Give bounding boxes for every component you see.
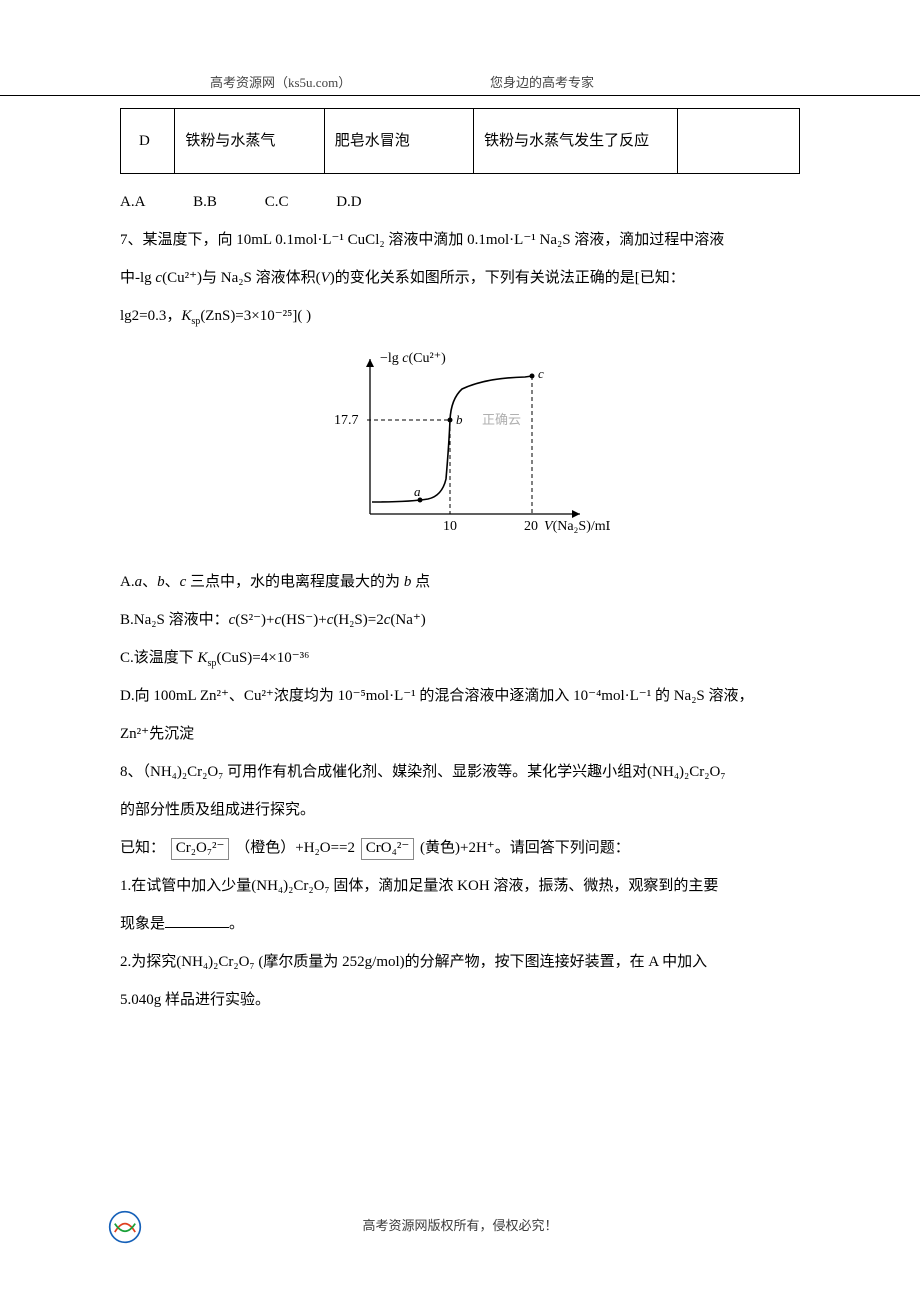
cell-blank [677, 109, 799, 174]
text: 、 [165, 574, 180, 590]
text: 点 [411, 574, 430, 590]
q7-line1: 7、某温度下，向 10mL 0.1mol·L⁻¹ CuCl₂ 溶液中滴加 0.1… [120, 222, 800, 258]
text: 。 [229, 916, 244, 932]
text: (Na⁺) [390, 612, 425, 628]
q8-1b: 现象是 。 [120, 906, 800, 942]
text: 三点中，水的电离程度最大的为 [186, 574, 404, 590]
var: a [135, 574, 143, 590]
text: (黄色)+2H⁺。请回答下列问题： [420, 840, 630, 856]
svg-text:V(Na₂S)/mL: V(Na₂S)/mL [544, 519, 610, 534]
text: (ZnS)=3×10⁻²⁵]( ) [200, 308, 311, 324]
option-d: D.D [336, 184, 361, 220]
text: 中-lg [120, 270, 155, 286]
text: A. [120, 574, 135, 590]
text: (CuS)=4×10⁻³⁶ [216, 650, 309, 666]
q7-line2: 中-lg c(Cu²⁺)与 Na₂S 溶液体积(V)的变化关系如图所示，下列有关… [120, 260, 800, 296]
cell-conclusion: 铁粉与水蒸气发生了反应 [474, 109, 678, 174]
page-header: 高考资源网（ks5u.com） 您身边的高考专家 [0, 0, 920, 96]
text: (H₂S)=2 [333, 612, 383, 628]
q8-line2: 的部分性质及组成进行探究。 [120, 792, 800, 828]
sub-sp: sp [191, 316, 200, 327]
svg-text:a: a [414, 484, 421, 499]
header-site: 高考资源网（ks5u.com） [210, 72, 351, 91]
q8-1a: 1.在试管中加入少量(NH₄)₂Cr₂O₇ 固体，滴加足量浓 KOH 溶液，振荡… [120, 868, 800, 904]
option-c: C.C [265, 184, 289, 220]
text: (Cu²⁺)与 Na₂S 溶液体积( [162, 270, 320, 286]
text: lg2=0.3， [120, 308, 181, 324]
q7-opt-b: B.Na₂S 溶液中：c(S²⁻)+c(HS⁻)+c(H₂S)=2c(Na⁺) [120, 602, 800, 638]
q7-opt-a: A.a、b、c 三点中，水的电离程度最大的为 b 点 [120, 564, 800, 600]
q7-line3: lg2=0.3，Ksp(ZnS)=3×10⁻²⁵]( ) [120, 298, 800, 334]
svg-text:−lg c(Cu²⁺): −lg c(Cu²⁺) [380, 351, 446, 366]
text: 已知： [120, 840, 165, 856]
option-b: B.B [193, 184, 217, 220]
q8-line1: 8、（NH₄)₂Cr₂O₇ 可用作有机合成催化剂、媒染剂、显影液等。某化学兴趣小… [120, 754, 800, 790]
table-row: D 铁粉与水蒸气 肥皂水冒泡 铁粉与水蒸气发生了反应 [121, 109, 800, 174]
var: K [198, 650, 208, 666]
q7-opt-d1: D.向 100mL Zn²⁺、Cu²⁺浓度均为 10⁻⁵mol·L⁻¹ 的混合溶… [120, 678, 800, 714]
page-content: D 铁粉与水蒸气 肥皂水冒泡 铁粉与水蒸气发生了反应 A.A B.B C.C D… [0, 96, 920, 1018]
cell-reagent: 铁粉与水蒸气 [175, 109, 324, 174]
q8-2b: 5.040g 样品进行实验。 [120, 982, 800, 1018]
page-footer: 高考资源网版权所有，侵权必究！ [0, 1215, 920, 1234]
q7-opt-d2: Zn²⁺先沉淀 [120, 716, 800, 752]
text: (HS⁻)+ [281, 612, 327, 628]
var: b [157, 574, 165, 590]
svg-text:正确云: 正确云 [482, 412, 521, 427]
text: 、 [142, 574, 157, 590]
text: )的变化关系如图所示，下列有关说法正确的是[已知： [330, 270, 685, 286]
option-a: A.A [120, 184, 145, 220]
q8-2a: 2.为探究(NH₄)₂Cr₂O₇ (摩尔质量为 252g/mol)的分解产物，按… [120, 944, 800, 980]
header-tagline: 您身边的高考专家 [490, 72, 594, 91]
text: 现象是 [120, 916, 165, 932]
text: C.该温度下 [120, 650, 198, 666]
text: (S²⁻)+ [235, 612, 274, 628]
formula-cr2o7: Cr₂O₇²⁻ [171, 838, 230, 860]
var-k: K [181, 308, 191, 324]
chart-svg: −lg c(Cu²⁺) 17.7 a b c 正确云 10 20 [310, 344, 610, 544]
svg-text:17.7: 17.7 [334, 413, 359, 428]
q7-opt-c: C.该温度下 Ksp(CuS)=4×10⁻³⁶ [120, 640, 800, 676]
svg-text:c: c [538, 366, 544, 381]
q8-known: 已知： Cr₂O₇²⁻ （橙色）+H₂O==2 CrO₄²⁻ (黄色)+2H⁺。… [120, 830, 800, 866]
cell-phenomenon: 肥皂水冒泡 [324, 109, 473, 174]
var-v: V [321, 270, 330, 286]
experiment-table: D 铁粉与水蒸气 肥皂水冒泡 铁粉与水蒸气发生了反应 [120, 108, 800, 174]
q7-chart: −lg c(Cu²⁺) 17.7 a b c 正确云 10 20 [120, 344, 800, 558]
fill-blank[interactable] [165, 913, 229, 928]
svg-text:10: 10 [443, 519, 457, 534]
text: （橙色）+H₂O==2 [235, 840, 355, 856]
svg-text:20: 20 [524, 519, 538, 534]
cell-label: D [121, 109, 175, 174]
q6-options: A.A B.B C.C D.D [120, 184, 800, 220]
text: B.Na₂S 溶液中： [120, 612, 229, 628]
formula-cro4: CrO₄²⁻ [361, 838, 414, 860]
svg-text:b: b [456, 412, 463, 427]
